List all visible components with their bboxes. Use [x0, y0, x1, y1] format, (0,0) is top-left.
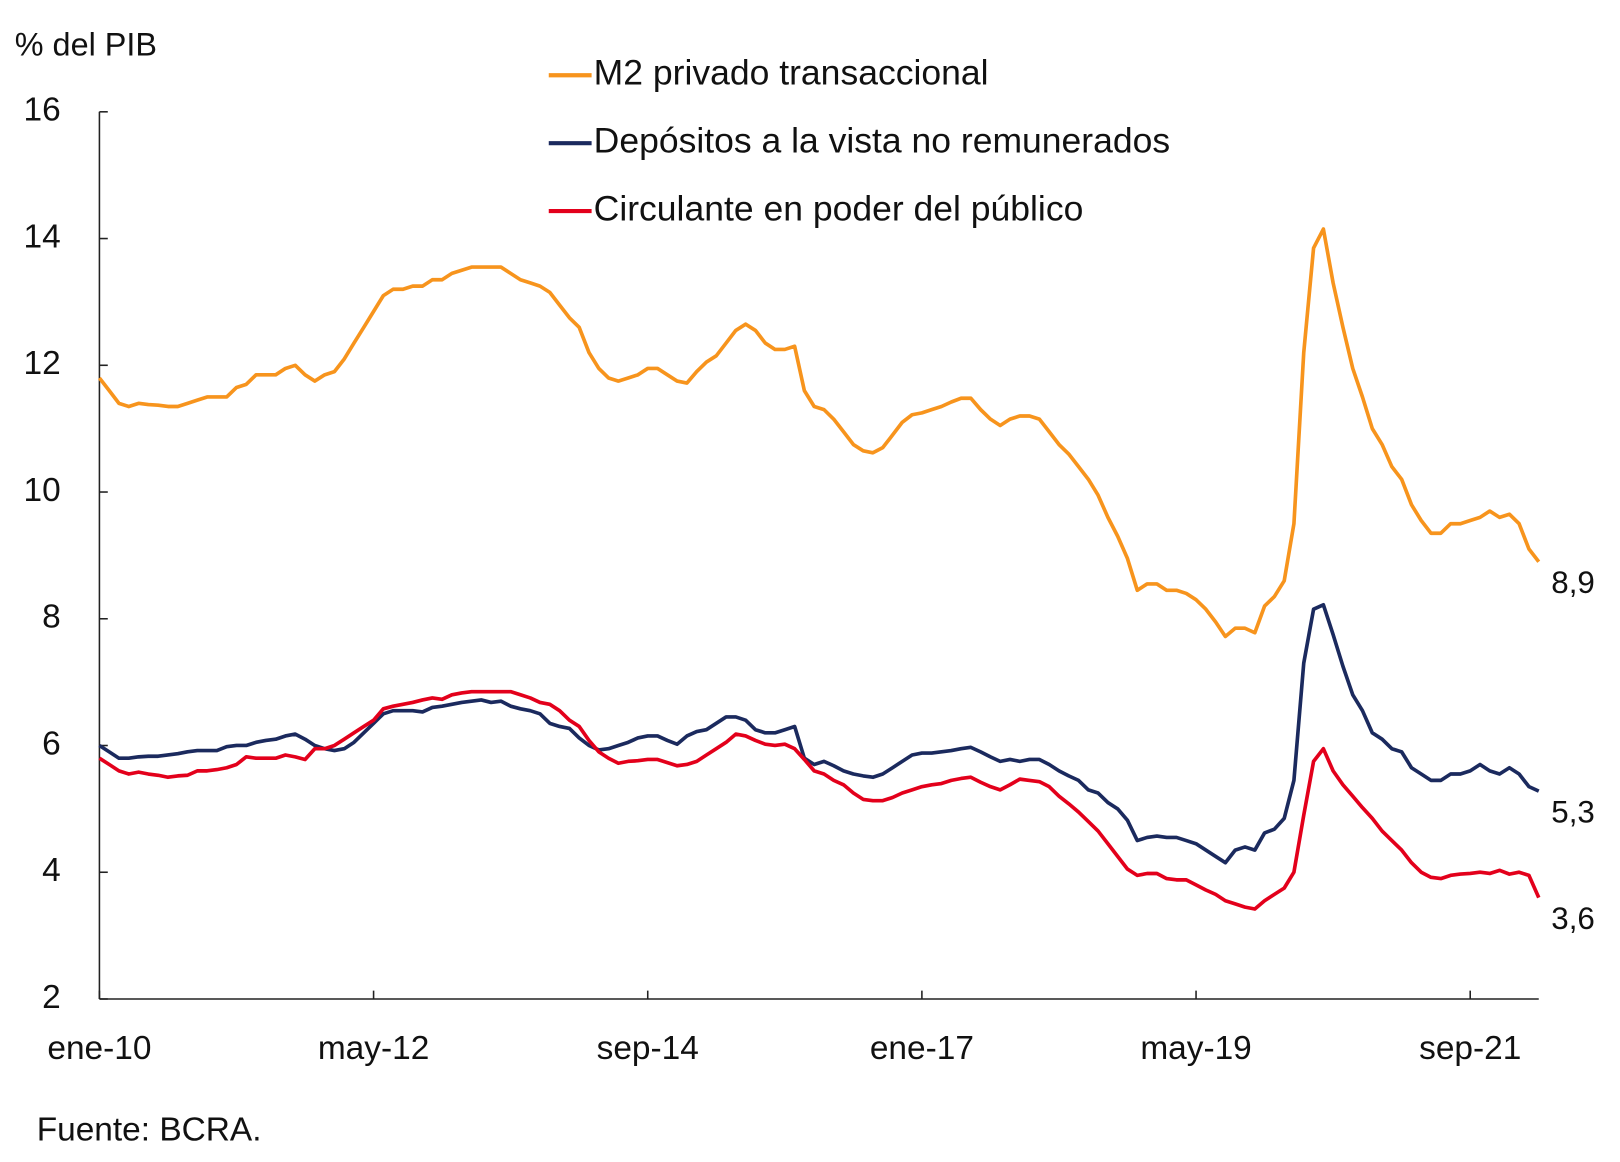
y-tick-label: 8: [42, 599, 61, 636]
series-line: [98, 602, 1540, 865]
y-axis-label: % del PIB: [15, 27, 157, 63]
end-value-label: 8,9: [1551, 565, 1595, 600]
end-value-label: 5,3: [1551, 794, 1595, 829]
source-note: Fuente: BCRA.: [37, 1112, 262, 1149]
legend-label: M2 privado transaccional: [594, 53, 989, 93]
series-line: [97, 227, 1541, 639]
legend-label: Circulante en poder del público: [594, 188, 1084, 228]
x-tick-label: ene-10: [47, 1030, 151, 1067]
x-tick-label: sep-14: [597, 1030, 699, 1067]
x-tick-label: may-19: [1140, 1030, 1251, 1067]
x-tick-label: sep-21: [1419, 1030, 1521, 1067]
x-tick-label: may-12: [318, 1030, 429, 1067]
y-tick-label: 12: [24, 345, 61, 382]
y-tick-label: 10: [24, 472, 61, 509]
y-tick-label: 6: [42, 725, 61, 762]
end-value-label: 3,6: [1551, 901, 1595, 936]
y-tick-label: 16: [24, 92, 61, 129]
y-tick-label: 14: [24, 218, 61, 255]
y-tick-label: 2: [42, 979, 61, 1016]
legend-label: Depósitos a la vista no remunerados: [594, 121, 1170, 161]
y-tick-label: 4: [42, 852, 61, 889]
x-tick-label: ene-17: [870, 1030, 974, 1067]
series-line: [98, 689, 1541, 911]
